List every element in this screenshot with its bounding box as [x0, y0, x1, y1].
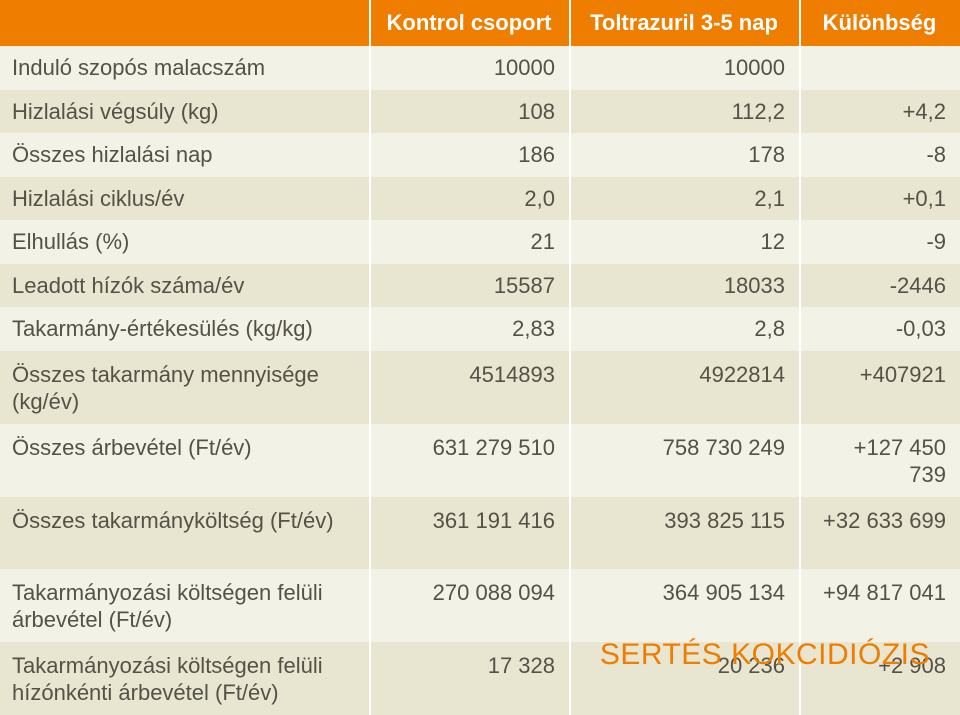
row-val-c: +0,1: [800, 177, 960, 221]
row-val-c: +407921: [800, 351, 960, 424]
table-row: Összes árbevétel (Ft/év) 631 279 510 758…: [0, 424, 960, 497]
table-row: Takarmány-értékesülés (kg/kg) 2,83 2,8 -…: [0, 307, 960, 351]
header-toltrazuril: Toltrazuril 3-5 nap: [570, 0, 800, 46]
header-blank: [0, 0, 370, 46]
row-label: Hizlalási végsúly (kg): [0, 90, 370, 134]
table-row: Hizlalási ciklus/év 2,0 2,1 +0,1: [0, 177, 960, 221]
table-row: Összes takarmányköltség (Ft/év) 361 191 …: [0, 497, 960, 569]
row-val-b: 2,8: [570, 307, 800, 351]
row-label: Összes árbevétel (Ft/év): [0, 424, 370, 497]
row-val-a: 17 328: [370, 642, 570, 715]
row-val-b: 4922814: [570, 351, 800, 424]
row-val-a: 361 191 416: [370, 497, 570, 569]
row-label: Leadott hízók száma/év: [0, 264, 370, 308]
row-label: Induló szopós malacszám: [0, 46, 370, 90]
row-val-c: +4,2: [800, 90, 960, 134]
row-val-a: 4514893: [370, 351, 570, 424]
row-label: Takarmányozási költségen felüli árbevéte…: [0, 569, 370, 642]
row-val-a: 10000: [370, 46, 570, 90]
header-kulonbseg: Különbség: [800, 0, 960, 46]
row-val-c: -2446: [800, 264, 960, 308]
row-val-a: 270 088 094: [370, 569, 570, 642]
header-kontrol: Kontrol csoport: [370, 0, 570, 46]
row-val-b: 112,2: [570, 90, 800, 134]
row-val-c: -8: [800, 133, 960, 177]
table-row: Összes takarmány mennyisége (kg/év) 4514…: [0, 351, 960, 424]
row-val-a: 15587: [370, 264, 570, 308]
row-val-a: 631 279 510: [370, 424, 570, 497]
row-label: Hizlalási ciklus/év: [0, 177, 370, 221]
row-val-b: 18033: [570, 264, 800, 308]
table-row: Induló szopós malacszám 10000 10000: [0, 46, 960, 90]
row-val-b: 393 825 115: [570, 497, 800, 569]
row-val-c: +32 633 699: [800, 497, 960, 569]
table-row: Összes hizlalási nap 186 178 -8: [0, 133, 960, 177]
row-label: Takarmányozási költségen felüli hízónkén…: [0, 642, 370, 715]
table-row: Hizlalási végsúly (kg) 108 112,2 +4,2: [0, 90, 960, 134]
table-header-row: Kontrol csoport Toltrazuril 3-5 nap Külö…: [0, 0, 960, 46]
row-label: Elhullás (%): [0, 220, 370, 264]
row-val-c: +94 817 041: [800, 569, 960, 642]
row-val-b: 178: [570, 133, 800, 177]
row-val-c: -0,03: [800, 307, 960, 351]
row-val-b: 12: [570, 220, 800, 264]
table-row: Leadott hízók száma/év 15587 18033 -2446: [0, 264, 960, 308]
row-label: Összes hizlalási nap: [0, 133, 370, 177]
row-label: Takarmány-értékesülés (kg/kg): [0, 307, 370, 351]
row-val-a: 2,0: [370, 177, 570, 221]
row-val-b: 2,1: [570, 177, 800, 221]
row-val-b: 364 905 134: [570, 569, 800, 642]
footer-title: SERTÉS KOKCIDIÓZIS: [600, 638, 930, 672]
row-val-a: 108: [370, 90, 570, 134]
comparison-table: Kontrol csoport Toltrazuril 3-5 nap Külö…: [0, 0, 960, 715]
page: Kontrol csoport Toltrazuril 3-5 nap Külö…: [0, 0, 960, 692]
table-row: Elhullás (%) 21 12 -9: [0, 220, 960, 264]
row-val-c: -9: [800, 220, 960, 264]
row-val-c: +127 450 739: [800, 424, 960, 497]
row-val-b: 10000: [570, 46, 800, 90]
row-val-c: [800, 46, 960, 90]
row-val-a: 186: [370, 133, 570, 177]
table-row: Takarmányozási költségen felüli árbevéte…: [0, 569, 960, 642]
row-label: Összes takarmányköltség (Ft/év): [0, 497, 370, 569]
row-val-a: 21: [370, 220, 570, 264]
row-val-a: 2,83: [370, 307, 570, 351]
row-label: Összes takarmány mennyisége (kg/év): [0, 351, 370, 424]
row-val-b: 758 730 249: [570, 424, 800, 497]
